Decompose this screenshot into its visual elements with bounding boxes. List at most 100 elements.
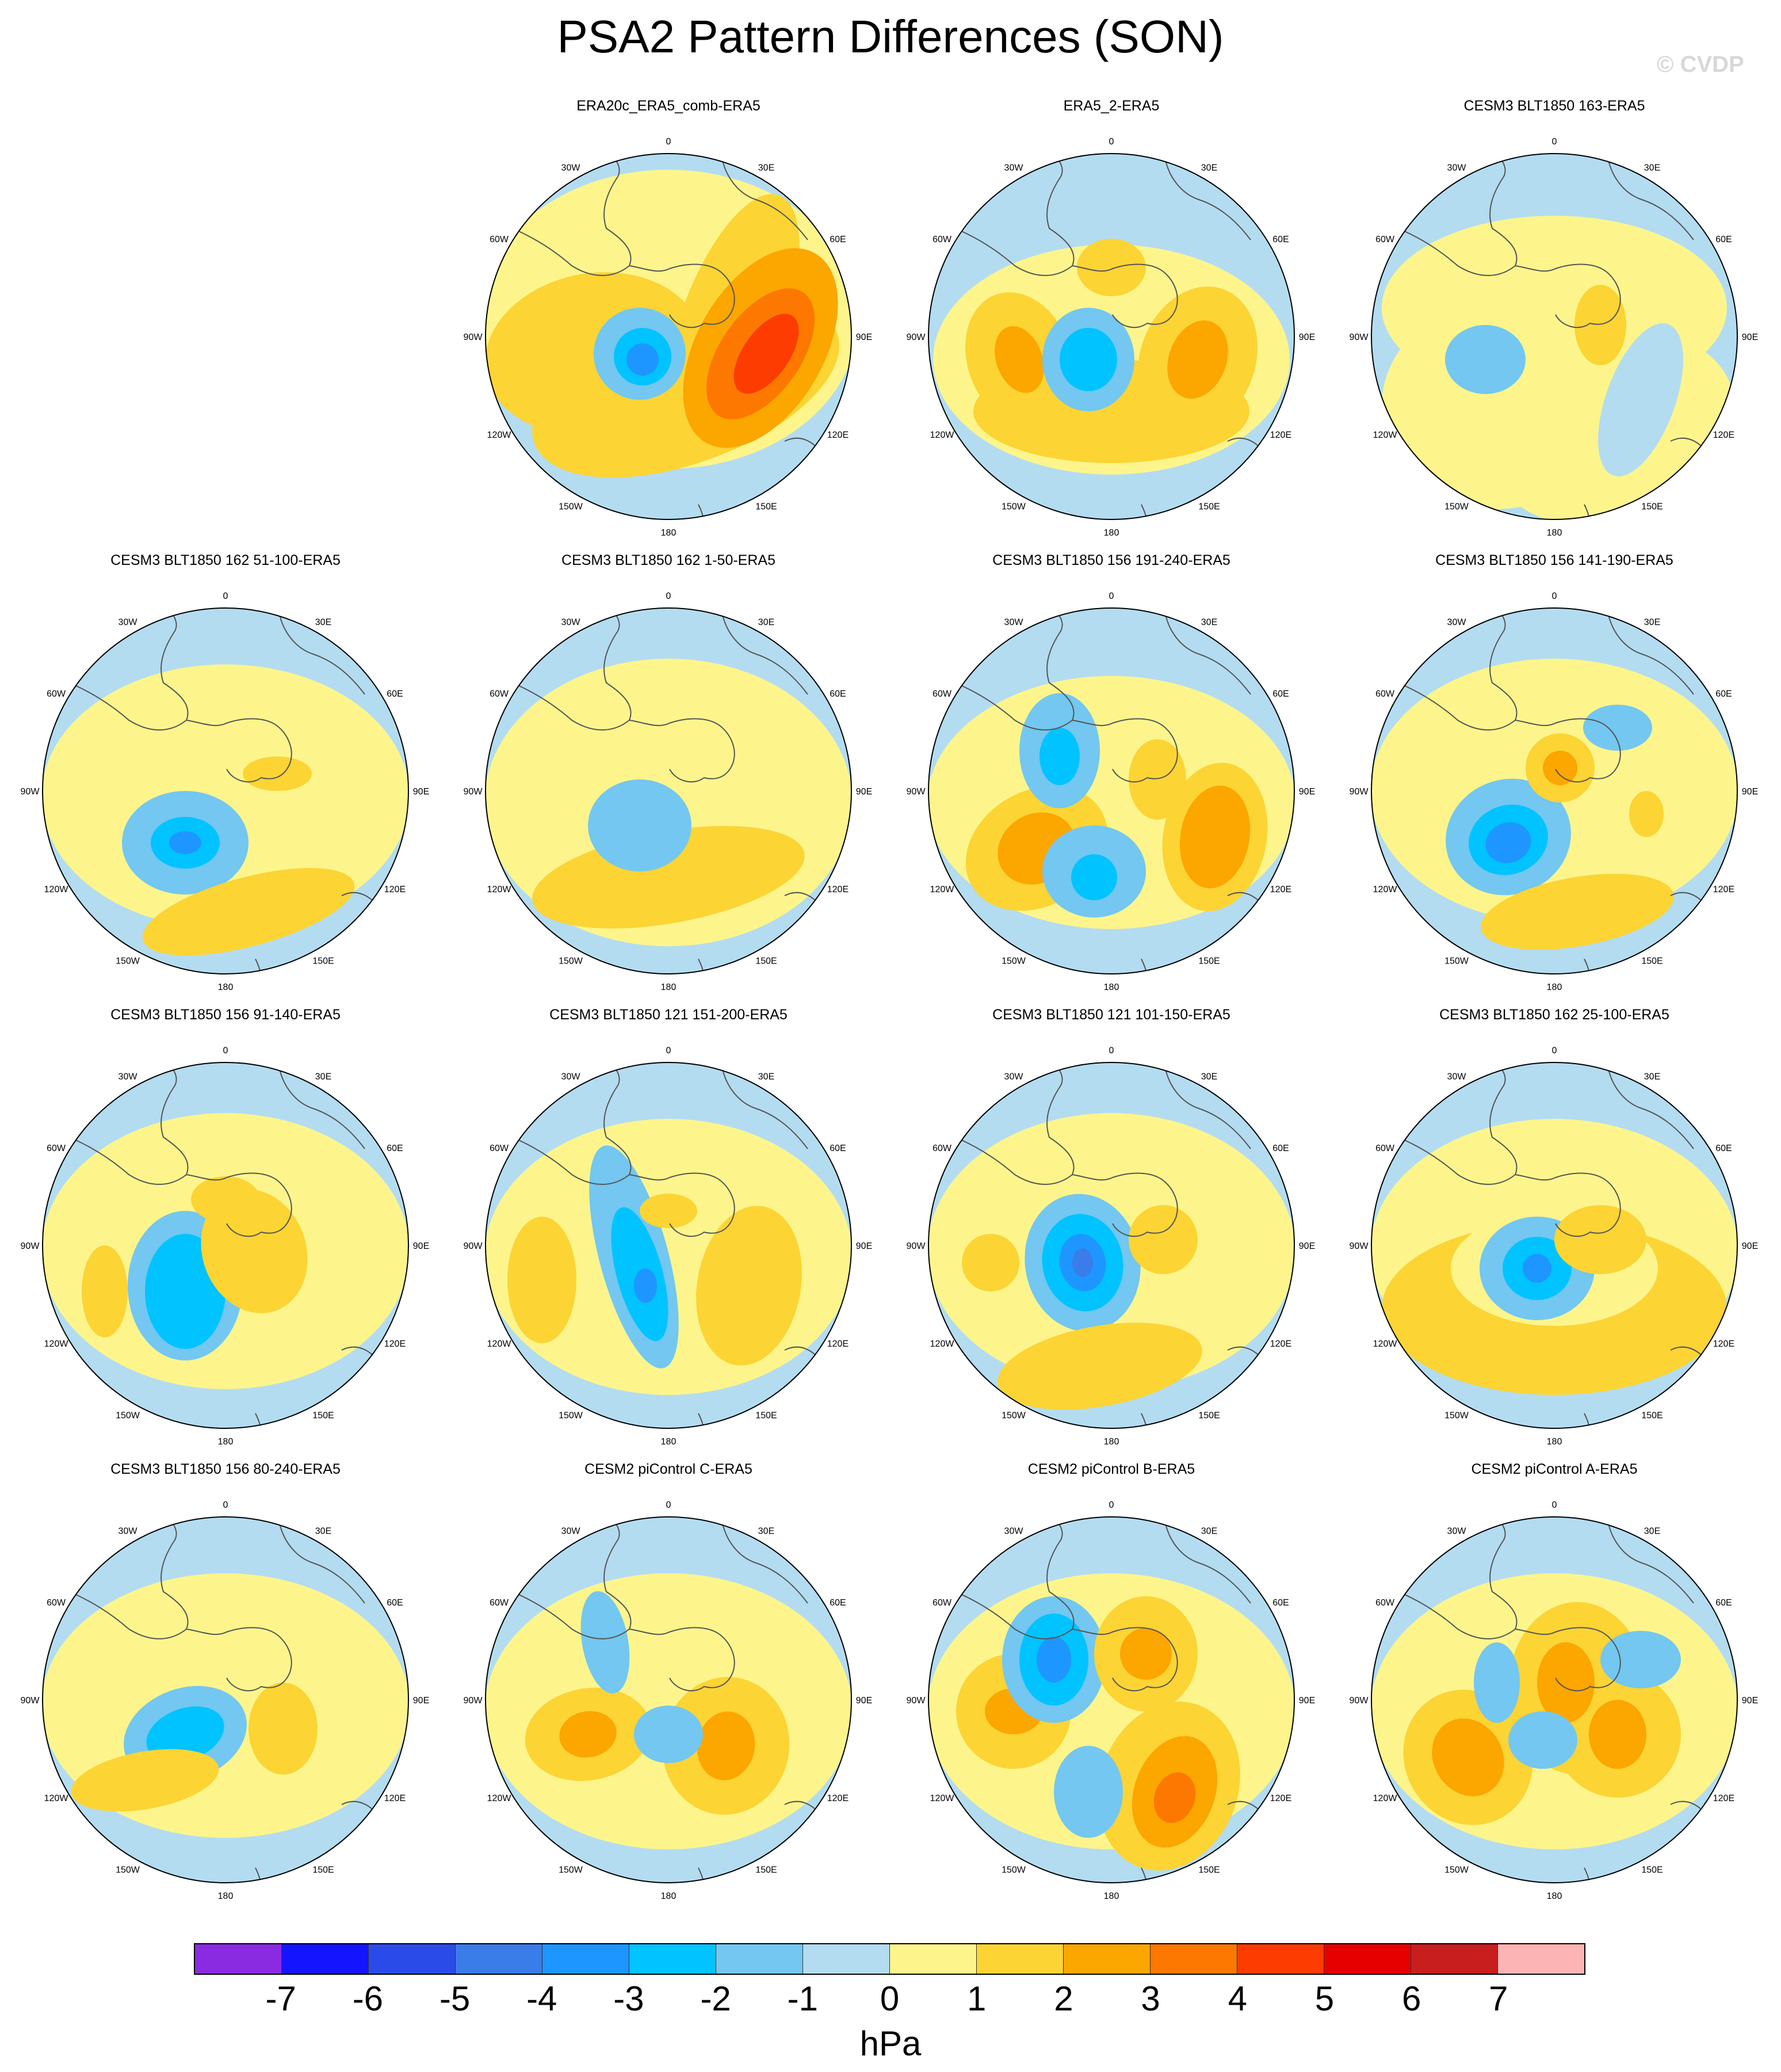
longitude-label: 120E [827,1339,849,1349]
longitude-label: 60W [932,689,952,699]
longitude-label: 0 [666,137,671,147]
polar-map: 0 30E 60E 90E 120E 150E 180 150W 120W 90W 60W 30W [907,1046,1316,1447]
anomaly-contour [1508,1711,1577,1769]
colorbar-segment [629,1944,716,1974]
longitude-label: 150E [1198,502,1220,511]
panel-title: CESM3 BLT1850 162 25-100-ERA5 [1439,1007,1669,1023]
anomaly-contour [997,1322,1202,1410]
panel-title: CESM3 BLT1850 156 80-240-ERA5 [110,1461,341,1477]
anomaly-contour [696,1206,802,1366]
anomaly-contour [1129,739,1186,820]
anomaly-contour [1071,854,1117,900]
panel-title: CESM3 BLT1850 156 191-240-ERA5 [992,552,1230,568]
colorbar-segment [890,1944,977,1974]
longitude-label: 60W [490,689,509,699]
longitude-label: 120E [1713,1794,1734,1803]
longitude-label: 30W [119,1527,138,1536]
longitude-label: 0 [1109,1500,1114,1510]
longitude-label: 0 [1109,1046,1114,1056]
longitude-label: 60W [490,1144,509,1153]
panel-title: CESM2 piControl A-ERA5 [1471,1461,1638,1477]
polar-map: 0 30E 60E 90E 120E 150E 180 150W 120W 90W 60W 30W [1350,591,1759,992]
longitude-label: 120W [930,430,955,440]
longitude-label: 90E [1742,1696,1758,1706]
colorbar [194,1943,1585,1975]
longitude-label: 180 [218,1437,234,1447]
colorbar-units: hPa [859,2024,922,2063]
polar-map: 0 30E 60E 90E 120E 150E 180 150W 120W 90W 60W 30W [1350,1500,1759,1901]
longitude-label: 120W [487,1339,512,1349]
anomaly-contour [142,867,355,956]
longitude-label: 30W [119,618,138,628]
longitude-label: 90W [21,1241,40,1251]
anomaly-contour [1445,325,1526,394]
map-panel: CESM3 BLT1850 162 1-50-ERA5 0 30E 60E 90E 120… [447,552,890,1007]
anomaly-contour [1179,785,1251,889]
anomaly-contour [697,1711,755,1780]
colorbar-tick-label: -2 [700,1979,731,2018]
longitude-label: 90W [464,1241,483,1251]
longitude-label: 120E [1713,1339,1734,1349]
panel-title: CESM3 BLT1850 163-ERA5 [1463,98,1645,114]
longitude-label: 180 [1547,1891,1562,1901]
map-boundary [928,1062,1295,1429]
longitude-label: 120E [1270,885,1291,894]
longitude-label: 0 [1552,591,1557,601]
colorbar-segment [1064,1944,1151,1974]
anomaly-contour [1120,1628,1172,1680]
colorbar-segment [456,1944,542,1974]
polar-map: 0 30E 60E 90E 120E 150E 180 150W 120W 90W 60W 30W [464,1046,873,1447]
longitude-label: 0 [1109,591,1114,601]
longitude-label: 0 [666,591,671,601]
colorbar-tick-label: 3 [1141,1979,1160,2018]
anomaly-contour [1037,1637,1071,1683]
longitude-label: 60E [1272,1598,1289,1608]
longitude-label: 150W [1444,1865,1469,1875]
map-panel: ERA5_2-ERA5 0 30E 60E 90E 120E 150E 180 150W 120W… [890,98,1333,552]
longitude-label: 150W [1444,956,1469,966]
anomaly-contour [588,779,691,871]
map-panel: CESM3 BLT1850 156 80-240-ERA5 0 30E 60E 90E 1… [4,1461,447,1916]
longitude-label: 90W [464,1696,483,1706]
map-panel: CESM3 BLT1850 156 91-140-ERA5 0 30E 60E 90E 1… [4,1007,447,1461]
longitude-label: 30W [1447,618,1467,628]
polar-map: 0 30E 60E 90E 120E 150E 180 150W 120W 90W 60W 30W [907,1500,1316,1901]
anomaly-contour [1537,1642,1595,1723]
longitude-label: 180 [661,983,677,992]
longitude-label: 90E [413,787,429,797]
longitude-label: 150W [559,502,583,511]
map-boundary [485,607,852,974]
anomaly-contour [71,1749,219,1812]
anomaly-contour [634,1268,657,1303]
longitude-label: 60W [490,1598,509,1608]
polar-map: 0 30E 60E 90E 120E 150E 180 150W 120W 90W 60W 30W [1350,137,1759,538]
longitude-label: 180 [1104,1437,1119,1447]
longitude-label: 120W [1373,885,1398,894]
colorbar-tick-label: 6 [1401,1979,1421,2018]
anomaly-contour [1129,1205,1198,1274]
panel-title: ERA5_2-ERA5 [1063,98,1160,114]
polar-map: 0 30E 60E 90E 120E 150E 180 150W 120W 90W 60W 30W [21,1500,430,1901]
longitude-label: 150W [559,956,583,966]
anomaly-contour [995,326,1044,393]
anomaly-contour [580,1591,630,1693]
longitude-label: 150W [1002,1865,1026,1875]
longitude-label: 30E [1201,1072,1217,1082]
longitude-label: 60W [490,235,509,244]
longitude-label: 30W [1447,1527,1467,1536]
polar-map: 0 30E 60E 90E 120E 150E 180 150W 120W 90W 60W 30W [464,137,873,538]
longitude-label: 90E [856,787,872,797]
longitude-label: 120W [930,1794,955,1803]
colorbar-tick-label: 2 [1054,1979,1073,2018]
longitude-label: 0 [223,591,228,601]
polar-map: 0 30E 60E 90E 120E 150E 180 150W 120W 90W 60W 30W [907,591,1316,992]
longitude-label: 60W [932,1598,952,1608]
longitude-label: 120E [827,430,849,440]
longitude-label: 90E [1299,1241,1315,1251]
map-panel: ERA20c_ERA5_comb-ERA5 0 30E 60E 90E 120E 150E 1… [447,98,890,552]
longitude-label: 150E [312,1865,334,1875]
longitude-label: 90W [1350,1696,1369,1706]
anomaly-contour [1485,822,1531,863]
longitude-label: 30W [1447,163,1467,173]
panel-title: CESM3 BLT1850 156 141-190-ERA5 [1435,552,1673,568]
